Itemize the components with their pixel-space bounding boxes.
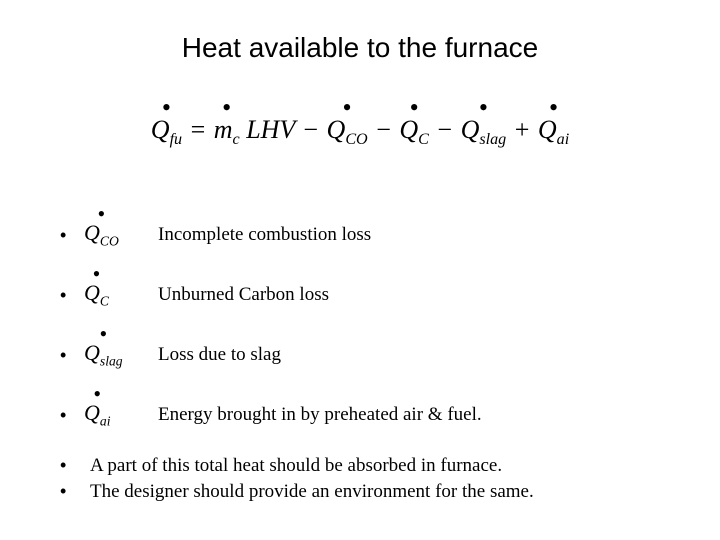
bullet-icon: • — [60, 481, 90, 503]
dot-icon: • — [222, 95, 231, 121]
definition-list: • •QCO Incomplete combustion loss • •QC … — [60, 205, 482, 445]
bullet-icon: • — [60, 405, 78, 426]
eqn-sub: CO — [345, 131, 367, 148]
sym-sub: C — [100, 294, 109, 309]
description: Loss due to slag — [158, 344, 281, 366]
eqn-sub: c — [233, 131, 240, 148]
list-item: • •QCO Incomplete combustion loss — [60, 205, 482, 265]
dot-icon: • — [93, 263, 101, 285]
eqn-trailing: LHV — [240, 115, 295, 144]
eqn-sub: fu — [170, 131, 183, 148]
eqn-sub: ai — [557, 131, 570, 148]
main-equation: •Qfu = •mc LHV − •QCO − •QC − •Qslag + •… — [0, 115, 720, 149]
eqn-op: + — [513, 115, 532, 144]
dot-icon: • — [99, 323, 107, 345]
dot-icon: • — [162, 95, 171, 121]
dot-icon: • — [410, 95, 419, 121]
bullet-icon: • — [60, 225, 78, 246]
dot-icon: • — [343, 95, 352, 121]
eqn-op: = — [189, 115, 208, 144]
eqn-op: − — [301, 115, 320, 144]
list-item: • A part of this total heat should be ab… — [60, 455, 534, 477]
eqn-term: •Qai — [538, 115, 569, 149]
dot-icon: • — [98, 203, 106, 225]
eqn-op: − — [374, 115, 393, 144]
list-item: • The designer should provide an environ… — [60, 481, 534, 503]
symbol: •QCO — [78, 220, 158, 249]
eqn-term: •QCO — [327, 115, 368, 149]
eqn-term: •QC — [399, 115, 429, 149]
sym-sub: slag — [100, 354, 123, 369]
symbol: •Qslag — [78, 340, 158, 369]
description: Unburned Carbon loss — [158, 284, 329, 306]
bullet-icon: • — [60, 345, 78, 366]
eqn-sub: C — [418, 131, 429, 148]
eqn-base: Q — [461, 115, 480, 144]
eqn-op: − — [435, 115, 454, 144]
dot-icon: • — [479, 95, 488, 121]
bullet-icon: • — [60, 285, 78, 306]
dot-icon: • — [93, 383, 101, 405]
list-item: • •Qslag Loss due to slag — [60, 325, 482, 385]
sym-sub: CO — [100, 234, 119, 249]
bullet-icon: • — [60, 455, 90, 477]
slide: Heat available to the furnace •Qfu = •mc… — [0, 0, 720, 540]
footer-text: The designer should provide an environme… — [90, 481, 534, 503]
description: Energy brought in by preheated air & fue… — [158, 404, 482, 426]
list-item: • •Qai Energy brought in by preheated ai… — [60, 385, 482, 445]
sym-sub: ai — [100, 414, 111, 429]
symbol: •QC — [78, 280, 158, 309]
sym-base: Q — [84, 340, 100, 365]
eqn-term: •Qslag — [461, 115, 507, 149]
footer-notes: • A part of this total heat should be ab… — [60, 455, 534, 507]
eqn-lhs: •Qfu — [151, 115, 182, 149]
eqn-term: •mc — [214, 115, 240, 149]
symbol: •Qai — [78, 400, 158, 429]
eqn-sub: slag — [479, 131, 506, 148]
description: Incomplete combustion loss — [158, 224, 371, 246]
footer-text: A part of this total heat should be abso… — [90, 455, 502, 477]
dot-icon: • — [549, 95, 558, 121]
slide-title: Heat available to the furnace — [0, 32, 720, 64]
list-item: • •QC Unburned Carbon loss — [60, 265, 482, 325]
